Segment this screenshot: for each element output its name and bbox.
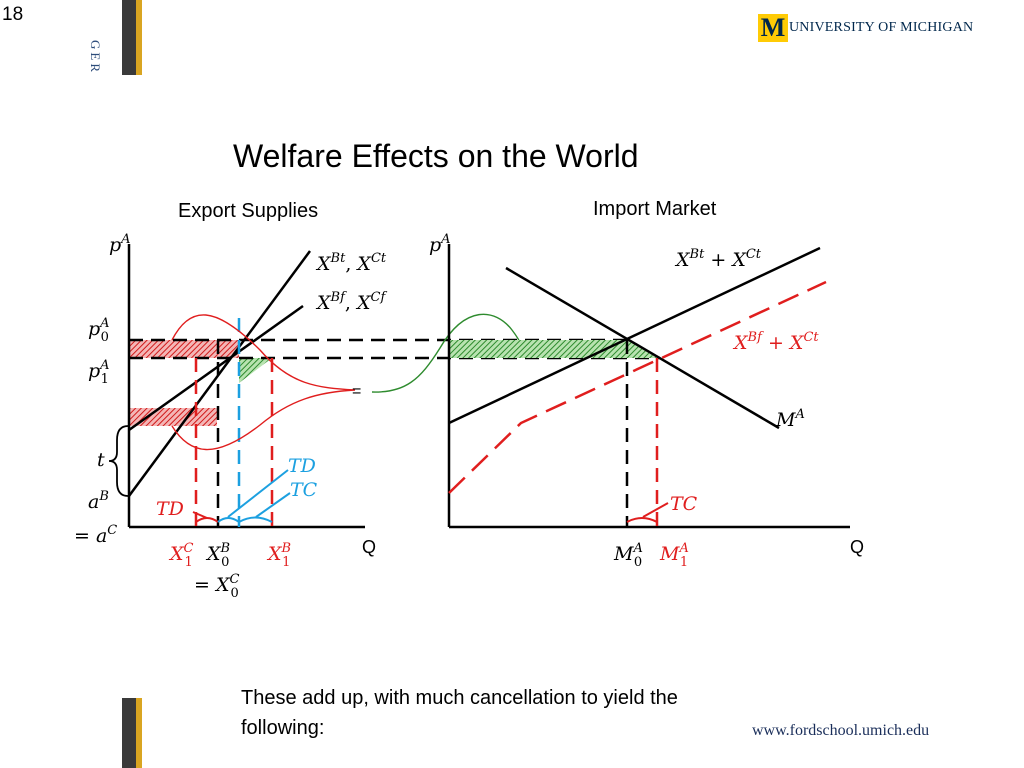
td-red-label: TD [156, 498, 184, 520]
supply-sum-trade [448, 246, 821, 425]
supply-sum-trade-label: XBt + XCt [674, 247, 762, 271]
import-demand-curve [505, 266, 780, 430]
red-sum-bracket [171, 314, 356, 451]
tc-red-label: TC [670, 493, 698, 515]
supply-curve-trade [127, 250, 312, 497]
x0c-label: = XC 0 [194, 572, 240, 601]
green-hatched-triangle [239, 358, 272, 383]
left-x-axis-label: Q [362, 537, 376, 557]
td-red-bracket [195, 517, 219, 523]
side-label: GER [88, 40, 103, 75]
td-red-pointer [192, 511, 208, 519]
right-x-axis-label: Q [850, 537, 864, 557]
supply-sum-free-label: XBf + XCt [732, 330, 819, 354]
x1b-label: XB 1 [266, 541, 291, 570]
right-panel-subtitle: Import Market [593, 198, 717, 220]
tc-blue-bracket [238, 516, 273, 523]
block-m-logo: M [758, 13, 788, 42]
bottom-gold-bar [136, 698, 142, 768]
curve-trade-label: XBt, XCt [315, 251, 387, 275]
td-blue-pointer [227, 469, 289, 518]
slide-title: Welfare Effects on the World [233, 138, 639, 174]
left-panel-subtitle: Export Supplies [178, 200, 319, 222]
green-hatched-area-right [449, 340, 657, 358]
left-y-axis-label: pA [109, 232, 131, 256]
tc-blue-label: TC [290, 479, 318, 501]
slide-caption: These add up, with much cancellation to … [241, 687, 678, 739]
m0-label: MA 0 [613, 541, 643, 570]
p1-label: pA 1 [88, 358, 110, 387]
top-gold-bar [136, 0, 142, 75]
university-logo: M UNIVERSITY OF MICHIGAN [758, 13, 974, 42]
logo-text: UNIVERSITY OF MICHIGAN [789, 20, 974, 35]
slide-number: 18 [2, 4, 24, 25]
p0-label: pA 0 [88, 316, 110, 345]
right-y-axis-label: pA [429, 232, 451, 256]
x0b-label: XB 0 [205, 541, 230, 570]
equals-sign: = [352, 383, 361, 400]
m1-label: MA 1 [659, 541, 689, 570]
footer-url[interactable]: www.fordschool.umich.edu [752, 722, 930, 739]
intercept-label: aB [88, 489, 109, 513]
td-blue-bracket [217, 517, 240, 523]
top-dark-bar [122, 0, 136, 75]
intercept-label-eq: = aC [74, 523, 117, 547]
red-hatched-area-lower [129, 408, 217, 426]
tariff-brace [108, 425, 129, 497]
tc-blue-pointer [255, 492, 291, 518]
curve-free-label: XBf, XCf [315, 290, 387, 314]
demand-label: MA [775, 407, 805, 431]
x1c-label: XC 1 [168, 541, 194, 570]
red-hatched-area-upper [129, 340, 239, 358]
tc-red-bracket [626, 517, 658, 523]
td-blue-label: TD [288, 455, 316, 477]
bottom-dark-bar [122, 698, 136, 768]
supply-sum-free [448, 280, 827, 494]
tariff-label: t [97, 449, 105, 471]
tc-red-pointer [642, 502, 669, 518]
supply-curve-free [128, 304, 304, 432]
